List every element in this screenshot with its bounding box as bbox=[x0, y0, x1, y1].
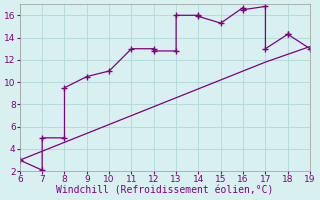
X-axis label: Windchill (Refroidissement éolien,°C): Windchill (Refroidissement éolien,°C) bbox=[56, 186, 274, 196]
